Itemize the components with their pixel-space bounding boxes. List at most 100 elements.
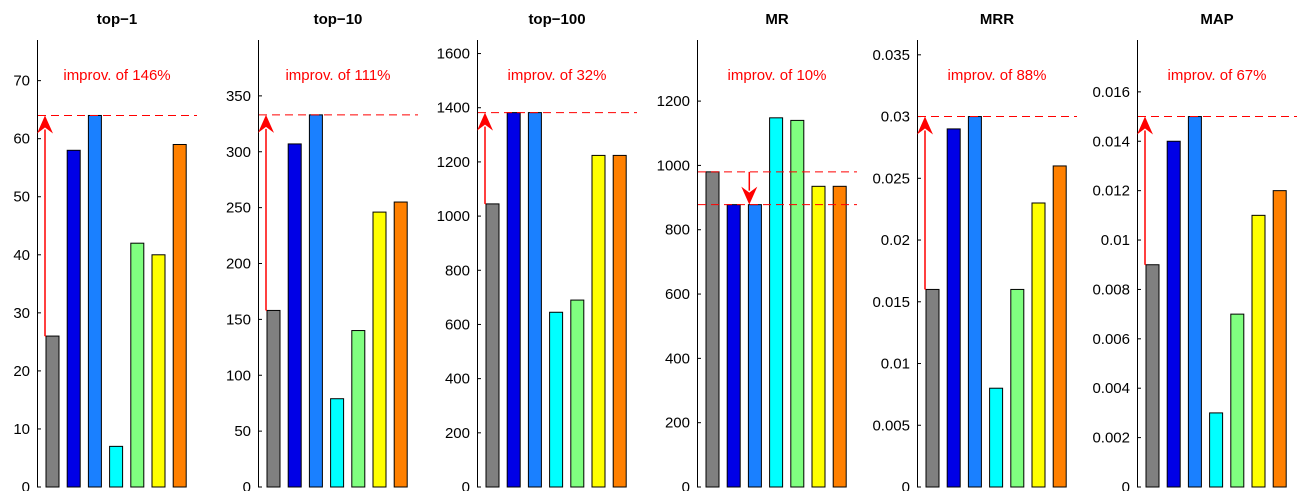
y-tick-label: 200 xyxy=(226,256,251,273)
y-tick-label: 100 xyxy=(226,367,251,384)
bar-6 xyxy=(393,201,408,488)
chart-title: top−1 xyxy=(97,11,137,28)
bar-1 xyxy=(287,143,302,488)
y-tick-label: 0 xyxy=(1122,479,1130,491)
bar-3 xyxy=(330,398,345,488)
bar-6 xyxy=(612,154,627,488)
y-tick-label: 70 xyxy=(13,73,30,90)
bar-2 xyxy=(308,114,323,488)
y-tick-label: 0.006 xyxy=(1092,331,1130,348)
bar-6 xyxy=(172,143,187,488)
y-tick-label: 0.005 xyxy=(872,417,910,434)
bar-4 xyxy=(570,299,585,488)
y-tick-label: 0.035 xyxy=(872,47,910,64)
y-tick-label: 0.016 xyxy=(1092,84,1130,101)
y-tick-label: 800 xyxy=(665,222,690,239)
y-tick-label: 0.025 xyxy=(872,170,910,187)
y-tick-label: 300 xyxy=(226,144,251,161)
y-tick-label: 0.012 xyxy=(1092,183,1130,200)
y-tick-label: 400 xyxy=(445,371,470,388)
y-tick-label: 600 xyxy=(445,316,470,333)
improvement-label: improv. of 10% xyxy=(728,67,827,84)
bar-2 xyxy=(1187,116,1202,488)
y-tick-label: 1200 xyxy=(437,154,470,171)
bar-1 xyxy=(726,204,741,488)
bar-1 xyxy=(506,112,521,488)
y-tick-label: 250 xyxy=(226,200,251,217)
y-tick-label: 0 xyxy=(462,479,470,491)
arrow-head xyxy=(477,112,493,131)
arrow-head xyxy=(741,186,758,205)
y-tick-label: 0.002 xyxy=(1092,430,1130,447)
y-tick-label: 200 xyxy=(445,425,470,442)
y-tick-label: 600 xyxy=(665,286,690,303)
bar-4 xyxy=(1230,313,1245,488)
chart-panel-0: top−1 0 10 20 30 40 50 60 70 improv. of 146% xyxy=(13,11,197,491)
bar-2 xyxy=(87,114,102,488)
y-tick-label: 0.008 xyxy=(1092,281,1130,298)
y-tick-label: 1600 xyxy=(437,46,470,63)
bar-5 xyxy=(591,154,606,488)
bar-5 xyxy=(151,254,166,488)
chart-panel-5: MAP 0 0.002 0.004 0.006 0.008 0.01 0.012 0.014 0.… xyxy=(1092,11,1297,491)
bar-0 xyxy=(266,309,281,488)
bar-2 xyxy=(527,112,542,488)
y-tick-label: 30 xyxy=(13,305,30,322)
y-tick-label: 400 xyxy=(665,350,690,367)
chart-title: MRR xyxy=(980,11,1014,28)
y-tick-label: 0.01 xyxy=(881,356,910,373)
y-tick-label: 20 xyxy=(13,363,30,380)
chart-panel-2: top−100 0 200 400 600 800 1000 1200 1400 1600 impr… xyxy=(437,11,637,491)
y-tick-label: 40 xyxy=(13,247,30,264)
bar-2 xyxy=(967,116,982,488)
chart-panel-4: MRR 0 0.005 0.01 0.015 0.02 0.025 0.03 0.035 impr… xyxy=(872,11,1077,491)
y-tick-label: 50 xyxy=(234,423,251,440)
bar-0 xyxy=(45,335,60,488)
bar-1 xyxy=(946,128,961,488)
y-tick-label: 0.004 xyxy=(1092,380,1130,397)
y-tick-label: 1000 xyxy=(657,157,690,174)
y-tick-label: 10 xyxy=(13,421,30,438)
y-tick-label: 0.015 xyxy=(872,294,910,311)
bar-1 xyxy=(66,149,81,488)
arrow-head xyxy=(258,114,274,133)
y-tick-label: 0.03 xyxy=(881,109,910,126)
improvement-label: improv. of 146% xyxy=(63,67,170,84)
bar-0 xyxy=(705,171,720,488)
bar-3 xyxy=(989,387,1004,488)
bar-5 xyxy=(1251,214,1266,488)
y-tick-label: 0 xyxy=(243,479,251,491)
y-tick-label: 0 xyxy=(22,479,30,491)
bar-4 xyxy=(1010,288,1025,488)
y-tick-label: 60 xyxy=(13,131,30,148)
chart-panel-1: top−10 0 50 100 150 200 250 300 350 improv. of 11… xyxy=(226,11,418,491)
bar-0 xyxy=(485,203,500,488)
improvement-label: improv. of 111% xyxy=(285,67,390,84)
chart-title: MR xyxy=(765,11,788,28)
chart-title: MAP xyxy=(1200,11,1233,28)
bar-3 xyxy=(1209,412,1224,488)
y-tick-label: 0 xyxy=(682,479,690,491)
bar-3 xyxy=(769,117,784,488)
bar-3 xyxy=(549,311,564,488)
bar-5 xyxy=(1031,202,1046,488)
y-tick-label: 0.014 xyxy=(1092,133,1130,150)
chart-panel-3: MR 0 200 400 600 800 1000 1200 improv. of 10% xyxy=(657,11,857,491)
improvement-label: improv. of 67% xyxy=(1168,67,1267,84)
chart-title: top−10 xyxy=(314,11,363,28)
y-tick-label: 50 xyxy=(13,189,30,206)
y-tick-label: 350 xyxy=(226,88,251,105)
chart-title: top−100 xyxy=(528,11,585,28)
bar-5 xyxy=(811,185,826,488)
bar-0 xyxy=(925,288,940,488)
arrow-head xyxy=(917,116,933,135)
y-tick-label: 1200 xyxy=(657,93,690,110)
y-tick-label: 200 xyxy=(665,415,690,432)
y-tick-label: 0 xyxy=(902,479,910,491)
y-tick-label: 1400 xyxy=(437,100,470,117)
bar-5 xyxy=(372,211,387,488)
arrow-head xyxy=(1137,116,1153,135)
y-tick-label: 0.01 xyxy=(1101,232,1130,249)
bar-0 xyxy=(1145,264,1160,488)
